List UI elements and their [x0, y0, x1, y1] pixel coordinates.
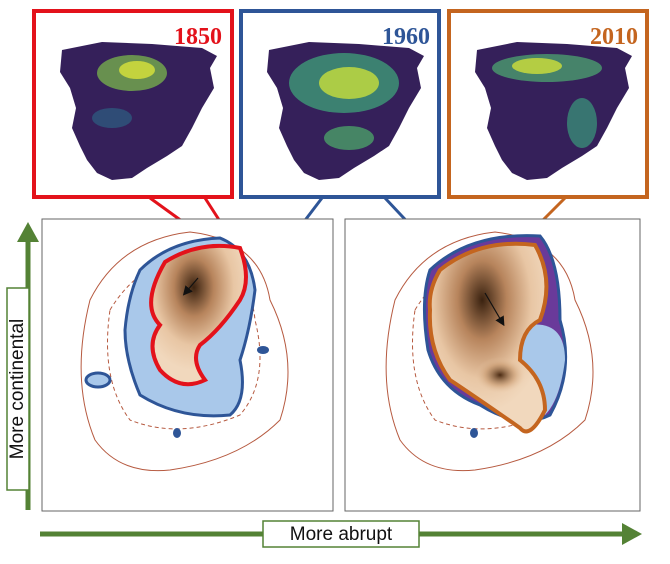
shift-arrow [182, 277, 199, 296]
1960-region [470, 428, 478, 438]
year-label: 1960 [382, 24, 430, 50]
map-panel: 1850 [32, 9, 234, 199]
y-axis-arrow: More continental [6, 222, 39, 510]
density-peak [475, 357, 525, 393]
year-label: 2010 [590, 24, 638, 50]
1960-region [84, 371, 112, 389]
map-panel: 2010 [447, 9, 649, 199]
map [267, 42, 424, 180]
density-panel [344, 218, 641, 512]
arrow-head [17, 222, 39, 242]
map-panel: 1960 [239, 9, 441, 199]
shift-arrow [484, 292, 505, 327]
density-panel [41, 218, 334, 512]
outer-contour [80, 231, 289, 472]
year-label: 1850 [174, 24, 222, 50]
map [60, 42, 217, 180]
x-axis-label: More abrupt [290, 524, 393, 545]
outer-contour [385, 231, 594, 472]
1960-region [173, 428, 181, 438]
label-box [6, 287, 30, 491]
x-axis-arrow: More abrupt [40, 520, 642, 548]
label-box [262, 520, 420, 548]
y-axis-label: More continental [7, 319, 28, 459]
map [475, 42, 632, 180]
1850-region [149, 243, 248, 387]
arrow-head [622, 523, 642, 545]
1960-region [257, 346, 269, 354]
